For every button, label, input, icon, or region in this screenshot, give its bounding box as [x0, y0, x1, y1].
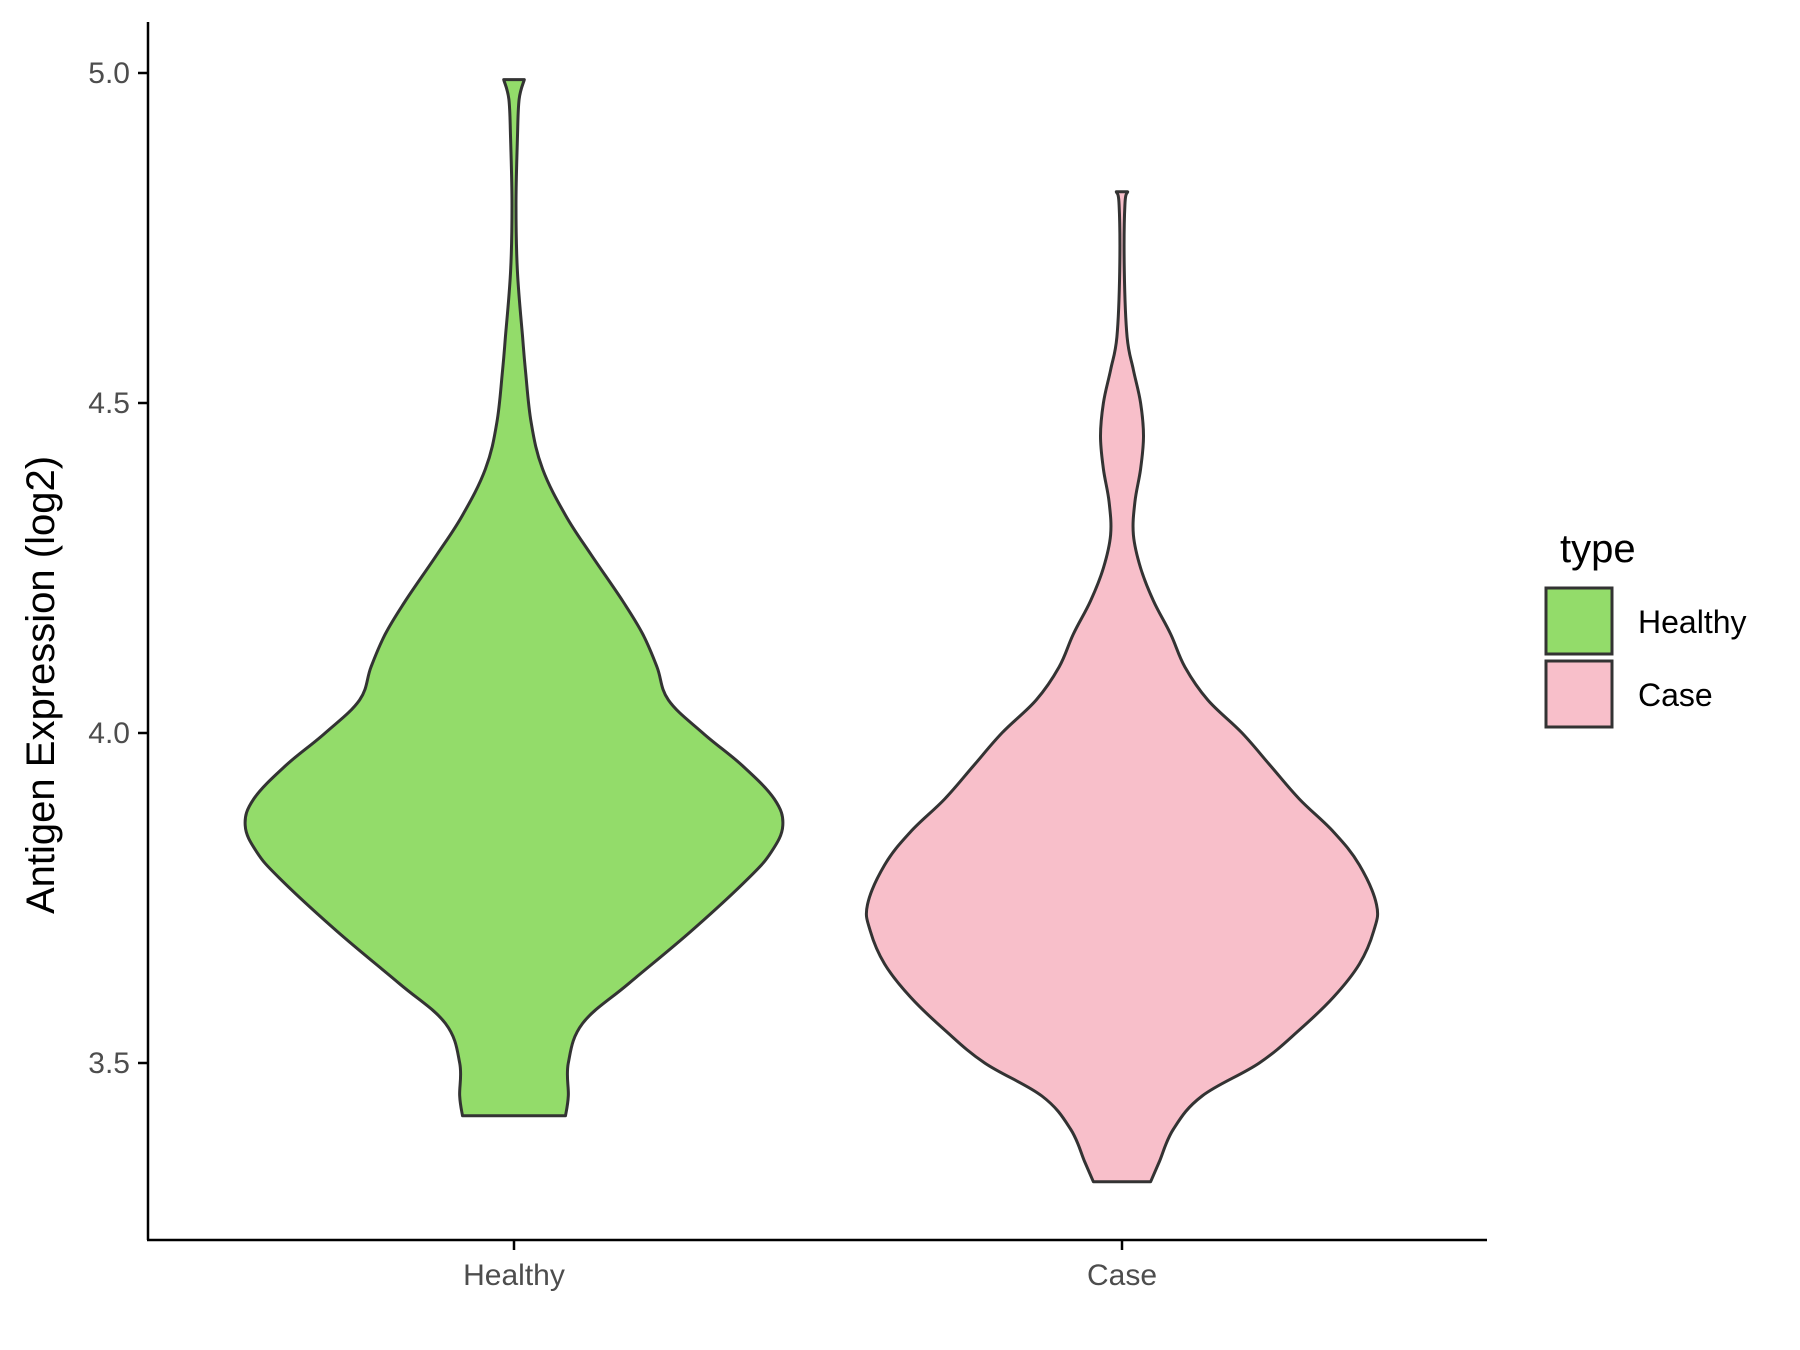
legend-swatch-healthy: [1544, 586, 1614, 656]
x-ticks: Healthy Case: [463, 1240, 1157, 1292]
y-tick-label: 4.0: [88, 717, 130, 750]
y-ticks: 3.5 4.0 4.5 5.0: [88, 57, 148, 1080]
y-tick-label: 3.5: [88, 1047, 130, 1080]
x-tick-label: Case: [1087, 1259, 1157, 1292]
axes-layer: [146, 22, 1487, 1242]
violin-healthy: [243, 78, 785, 1118]
violins-layer: [243, 78, 1380, 1184]
legend-label-healthy: Healthy: [1638, 604, 1747, 640]
legend-label-case: Case: [1638, 677, 1713, 713]
y-tick-label: 5.0: [88, 57, 130, 90]
legend-swatch-case: [1544, 659, 1614, 729]
x-tick-label: Healthy: [463, 1259, 565, 1292]
violin-case: [864, 190, 1380, 1184]
y-axis-title: Antigen Expression (log2): [19, 456, 63, 914]
legend-title: type: [1560, 527, 1636, 571]
y-tick-label: 4.5: [88, 387, 130, 420]
legend: type Healthy Case: [1544, 527, 1747, 729]
